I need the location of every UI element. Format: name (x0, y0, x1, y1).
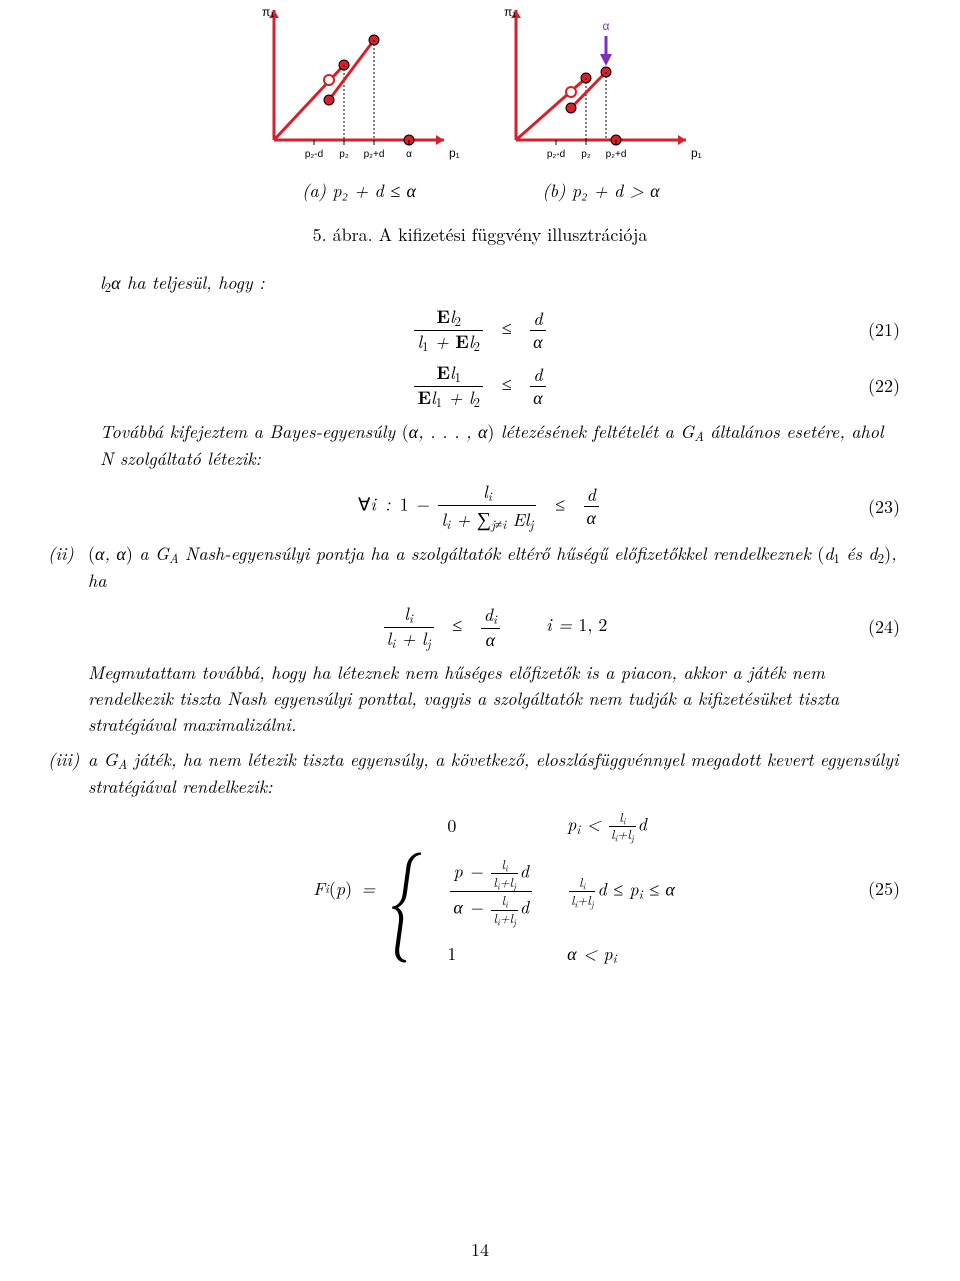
svg-text:α: α (603, 19, 610, 33)
figure-panel-a: p₂-d p₂ p₂+d α π₁ p₁ (a) p₂ + d ≤ α (244, 0, 474, 204)
intro-line: l2α ha teljesül, hogy : (60, 270, 900, 297)
list-item-ii: (ii) (α, α) a GA Nash-egyensúlyi pontja … (60, 541, 900, 746)
svg-text:π₁: π₁ (262, 5, 274, 19)
svg-text:p₂: p₂ (581, 149, 591, 160)
page-number: 14 (60, 1237, 900, 1263)
eqnum-22: (22) (868, 373, 900, 399)
subcaption-a: (a) p₂ + d ≤ α (244, 178, 474, 204)
equation-21: El2 l1 + El2 ≤ dα (21) (60, 307, 900, 353)
item-label-iii: (iii) (48, 747, 88, 773)
eqnum-21: (21) (868, 317, 900, 343)
item-ii-text-before: (α, α) a GA Nash-egyensúlyi pontja ha a … (88, 541, 900, 594)
para-bayes: Továbbá kifejeztem a Bayes-egyensúly (α,… (60, 419, 900, 472)
svg-text:p₂+d: p₂+d (364, 149, 385, 160)
figure-row: p₂-d p₂ p₂+d α π₁ p₁ (a) p₂ + d ≤ α (60, 0, 900, 204)
equation-24: li li + lj ≤ diα i = 1, 2 (24) (88, 604, 900, 650)
figure-panel-b: α p₂-d p₂ p₂+d π₁ p₁ (b) p₂ + d > α (486, 0, 716, 204)
item-iii-text: a GA játék, ha nem létezik tiszta egyens… (88, 747, 900, 800)
svg-text:p₁: p₁ (449, 146, 460, 160)
figure-caption: 5. ábra. A kifizetési függvény illusztrá… (60, 222, 900, 248)
eqnum-24: (24) (868, 614, 900, 640)
chart-a-svg: p₂-d p₂ p₂+d α π₁ p₁ (244, 0, 474, 165)
eqnum-23: (23) (868, 494, 900, 520)
svg-text:p₁: p₁ (691, 146, 702, 160)
equation-22: El1 El1 + l2 ≤ dα (22) (60, 363, 900, 409)
svg-text:p₂+d: p₂+d (606, 149, 627, 160)
chart-b-svg: α p₂-d p₂ p₂+d π₁ p₁ (486, 0, 716, 165)
equation-25: Fi(p) = { 0 pi < lili+ljd (88, 810, 900, 968)
svg-text:p₂-d: p₂-d (305, 149, 323, 160)
item-ii-text-after: Megmutattam továbbá, hogy ha léteznek ne… (88, 660, 900, 738)
svg-text:p₂-d: p₂-d (547, 149, 565, 160)
svg-text:π₁: π₁ (504, 5, 516, 19)
subcaption-b: (b) p₂ + d > α (486, 178, 716, 204)
svg-text:p₂: p₂ (339, 149, 349, 160)
equation-23: ∀i : 1 − li li + ∑j≠i Elj ≤ dα (23) (60, 482, 900, 531)
eqnum-25: (25) (868, 876, 900, 902)
list-item-iii: (iii) a GA játék, ha nem létezik tiszta … (60, 747, 900, 978)
item-label-ii: (ii) (48, 541, 88, 567)
svg-text:α: α (406, 149, 412, 160)
